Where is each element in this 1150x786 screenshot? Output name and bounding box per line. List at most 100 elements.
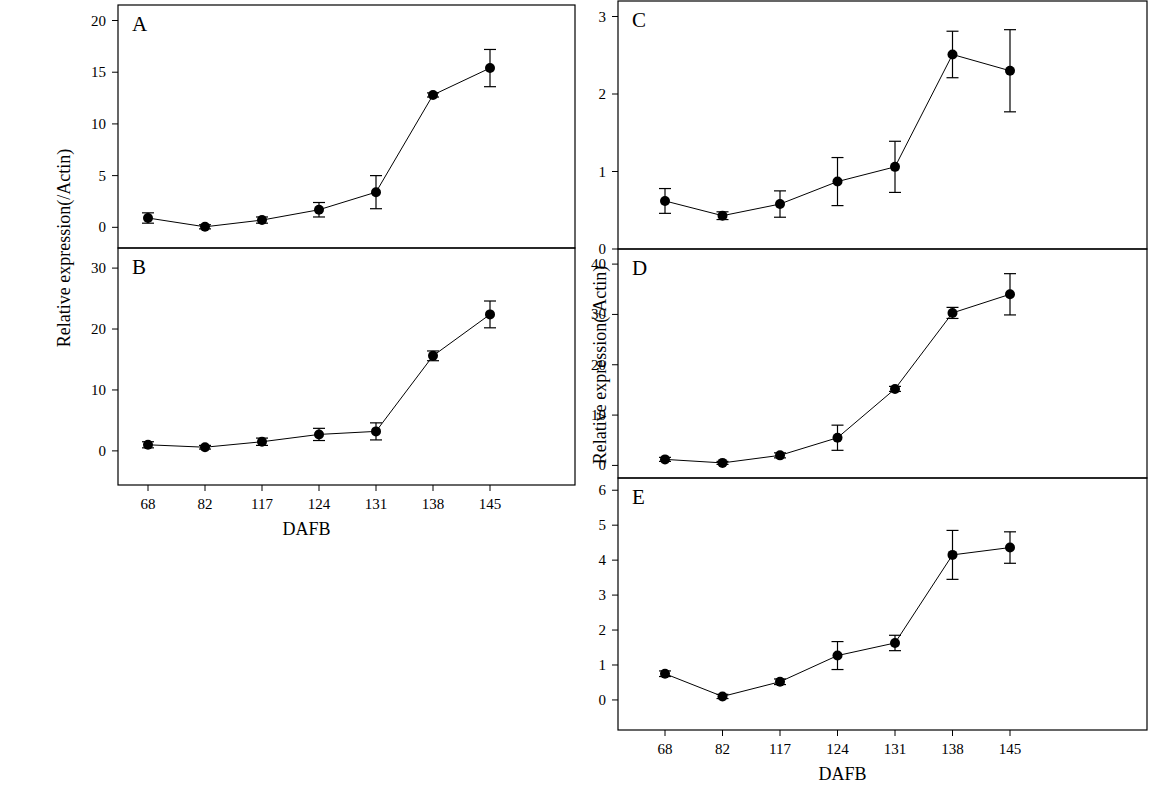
y-tick <box>612 664 618 665</box>
error-bar <box>659 189 671 214</box>
x-tick <box>262 485 263 491</box>
y-tick-label: 2 <box>599 622 607 638</box>
x-tick-label: 138 <box>941 741 964 757</box>
y-tick-label: 20 <box>91 13 106 29</box>
data-point <box>428 90 438 100</box>
y-tick <box>612 465 618 466</box>
y-tick <box>612 264 618 265</box>
figure: 05101520A01020306882117124131138145BDAFB… <box>0 0 1150 786</box>
x-tick <box>205 485 206 491</box>
y-tick <box>612 314 618 315</box>
x-tick-label: 117 <box>251 496 273 512</box>
y-tick-label: 5 <box>599 517 607 533</box>
data-point <box>314 205 324 215</box>
panel: 010203040DRelative expression(/Actin) <box>590 249 1147 478</box>
panel: 0123C <box>599 1 1148 257</box>
panel: 01234566882117124131138145EDAFB <box>599 478 1148 784</box>
y-tick <box>112 389 118 390</box>
plot-frame <box>618 1 1147 249</box>
y-tick-label: 5 <box>99 168 107 184</box>
x-tick-label: 82 <box>198 496 213 512</box>
data-point <box>890 162 900 172</box>
error-bar <box>484 301 496 328</box>
data-point <box>833 651 843 661</box>
x-tick <box>1010 730 1011 736</box>
series-line <box>148 314 490 447</box>
y-tick-label: 10 <box>91 116 106 132</box>
y-tick-label: 1 <box>599 164 607 180</box>
data-point <box>143 213 153 223</box>
y-tick <box>112 175 118 176</box>
error-bar <box>142 213 154 223</box>
plot-frame <box>118 248 575 485</box>
data-point <box>660 454 670 464</box>
x-tick-label: 131 <box>884 741 907 757</box>
y-tick-label: 6 <box>599 482 607 498</box>
plot-frame <box>118 5 575 248</box>
error-bar <box>427 351 439 361</box>
data-point <box>775 199 785 209</box>
y-tick <box>612 415 618 416</box>
data-point <box>371 426 381 436</box>
series-line <box>148 68 490 227</box>
panel-title: B <box>132 255 146 279</box>
series-line <box>665 294 1010 463</box>
y-tick <box>112 72 118 73</box>
error-bar <box>1004 30 1016 112</box>
error-bar <box>1004 274 1016 315</box>
panel-title: C <box>632 8 646 32</box>
y-tick-label: 0 <box>99 219 107 235</box>
y-tick <box>112 123 118 124</box>
data-point <box>314 429 324 439</box>
y-tick-label: 0 <box>99 443 107 459</box>
x-tick-label: 117 <box>769 741 791 757</box>
y-tick <box>112 227 118 228</box>
data-point <box>428 351 438 361</box>
data-point <box>718 211 728 221</box>
data-point <box>371 187 381 197</box>
y-tick <box>112 20 118 21</box>
y-tick-label: 15 <box>91 64 106 80</box>
y-tick-label: 0 <box>599 241 607 257</box>
data-point <box>718 458 728 468</box>
data-point <box>948 49 958 59</box>
data-point <box>257 215 267 225</box>
x-tick <box>952 730 953 736</box>
data-point <box>890 638 900 648</box>
data-point <box>718 691 728 701</box>
y-tick <box>612 490 618 491</box>
y-tick <box>612 364 618 365</box>
x-tick <box>780 730 781 736</box>
data-point <box>660 196 670 206</box>
error-bar <box>832 425 844 450</box>
y-tick <box>612 16 618 17</box>
data-point <box>1005 543 1015 553</box>
data-point <box>890 384 900 394</box>
data-point <box>775 677 785 687</box>
error-bar <box>889 141 901 192</box>
error-bar <box>370 423 382 440</box>
y-tick-label: 30 <box>91 260 106 276</box>
error-bar <box>947 31 959 78</box>
error-bar <box>947 307 959 318</box>
data-point <box>143 440 153 450</box>
error-bar <box>313 428 325 440</box>
error-bar <box>889 635 901 650</box>
y-tick-label: 3 <box>599 9 607 25</box>
y-tick-label: 4 <box>599 552 607 568</box>
x-tick <box>376 485 377 491</box>
x-tick <box>895 730 896 736</box>
x-tick-label: 145 <box>479 496 502 512</box>
y-tick <box>612 525 618 526</box>
y-axis-label: Relative expression(/Actin) <box>590 266 611 464</box>
error-bar <box>313 203 325 217</box>
data-group <box>142 49 496 231</box>
x-axis-label: DAFB <box>282 519 330 539</box>
y-tick <box>612 630 618 631</box>
data-point <box>660 669 670 679</box>
error-bar <box>484 49 496 86</box>
panel-title: D <box>632 256 647 280</box>
x-tick <box>722 730 723 736</box>
panel: 01020306882117124131138145BDAFBRelative … <box>54 149 575 539</box>
data-point <box>485 63 495 73</box>
